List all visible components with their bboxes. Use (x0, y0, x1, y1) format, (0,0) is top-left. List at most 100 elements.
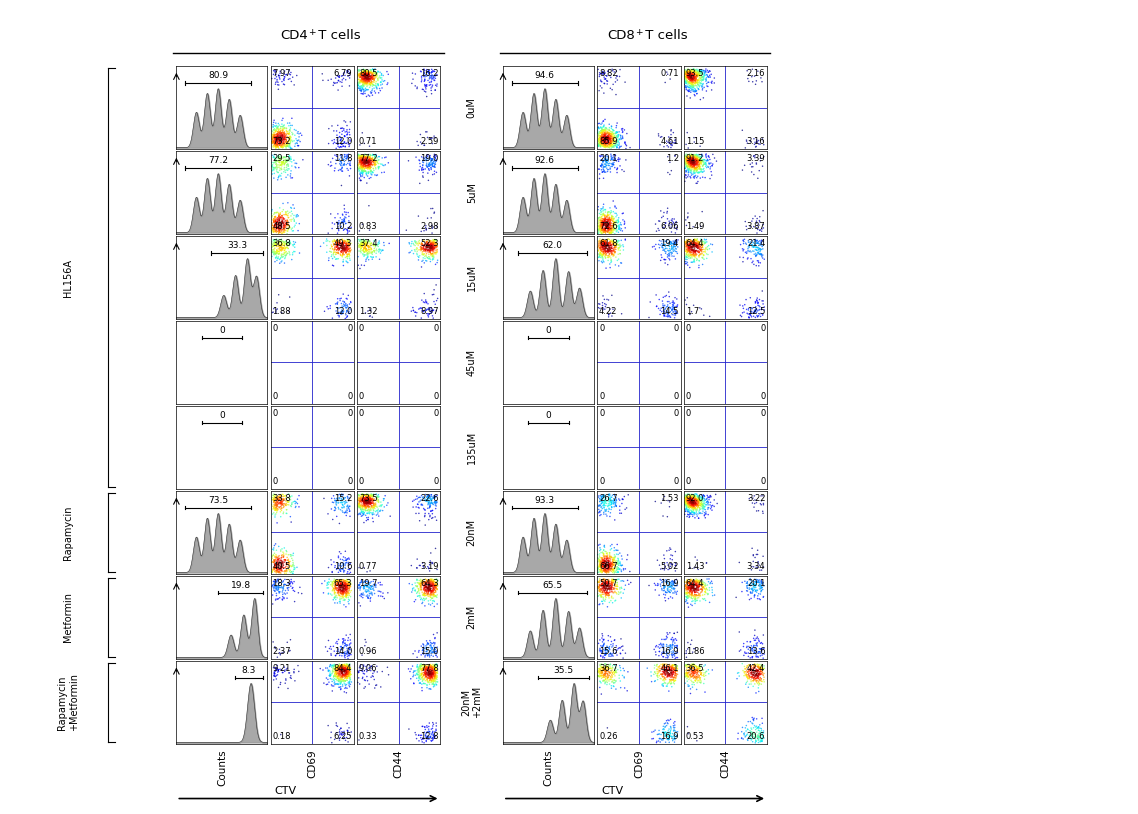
Point (426, 582, 444, 595)
Point (325, 576, 344, 589)
Point (410, 507, 428, 520)
Point (681, 244, 699, 257)
Point (593, 121, 611, 134)
Point (698, 80, 716, 93)
Point (604, 133, 622, 147)
Point (351, 84, 369, 97)
Point (339, 70, 357, 83)
Point (428, 237, 446, 250)
Point (328, 672, 346, 685)
Point (663, 243, 682, 256)
Point (665, 648, 683, 661)
Point (271, 505, 289, 519)
Point (589, 163, 608, 176)
Point (688, 68, 707, 81)
Point (333, 248, 352, 261)
Point (423, 157, 442, 170)
Point (690, 659, 708, 672)
Point (654, 584, 673, 597)
Point (423, 504, 442, 517)
Point (686, 578, 704, 591)
Point (595, 225, 613, 239)
Point (684, 235, 702, 248)
Point (600, 309, 618, 322)
Point (745, 671, 764, 684)
Point (269, 244, 287, 257)
Point (744, 578, 762, 591)
Point (338, 638, 356, 651)
Point (685, 253, 703, 266)
Point (376, 239, 394, 252)
Point (604, 132, 622, 145)
Point (739, 733, 757, 746)
Point (420, 245, 438, 258)
Point (703, 75, 721, 88)
Point (412, 575, 430, 589)
Point (335, 665, 353, 678)
Point (687, 85, 706, 98)
Point (654, 575, 673, 588)
Point (685, 153, 703, 166)
Point (616, 124, 634, 137)
Point (678, 495, 696, 508)
Point (677, 70, 695, 83)
Point (263, 203, 281, 216)
Point (610, 573, 628, 586)
Point (601, 647, 619, 660)
Point (661, 155, 679, 168)
Point (356, 154, 374, 167)
Point (602, 219, 620, 232)
Point (593, 578, 611, 591)
Point (591, 68, 609, 81)
Point (701, 498, 719, 511)
Point (354, 151, 372, 164)
Point (595, 558, 613, 571)
Point (663, 659, 682, 672)
Point (335, 587, 353, 600)
Point (265, 215, 283, 228)
Point (420, 67, 438, 80)
Point (421, 672, 439, 685)
Point (600, 129, 618, 142)
Point (683, 670, 701, 683)
Point (327, 670, 345, 683)
Point (737, 580, 756, 593)
Point (418, 304, 436, 317)
Point (407, 672, 426, 685)
Point (677, 245, 695, 258)
Point (690, 574, 708, 587)
Point (363, 587, 381, 600)
Point (621, 576, 640, 589)
Point (284, 665, 303, 678)
Point (330, 310, 348, 323)
Point (589, 581, 608, 594)
Point (329, 119, 347, 132)
Point (267, 157, 286, 170)
Point (602, 212, 620, 225)
Point (329, 670, 347, 683)
Point (361, 75, 379, 88)
Point (605, 575, 624, 588)
Point (340, 578, 358, 591)
Point (341, 662, 360, 675)
Point (413, 597, 431, 610)
Point (601, 303, 619, 316)
Point (603, 671, 621, 684)
Point (414, 643, 432, 656)
Point (427, 672, 445, 685)
Point (594, 638, 612, 651)
Point (424, 243, 443, 256)
Point (695, 506, 714, 519)
Point (274, 497, 292, 510)
Point (409, 248, 427, 261)
Point (602, 136, 620, 149)
Point (410, 253, 428, 266)
Point (414, 663, 432, 676)
Point (407, 501, 426, 514)
Point (638, 662, 657, 675)
Point (596, 560, 615, 573)
Point (423, 584, 442, 597)
Point (407, 235, 426, 248)
Point (266, 66, 284, 79)
Point (612, 307, 630, 320)
